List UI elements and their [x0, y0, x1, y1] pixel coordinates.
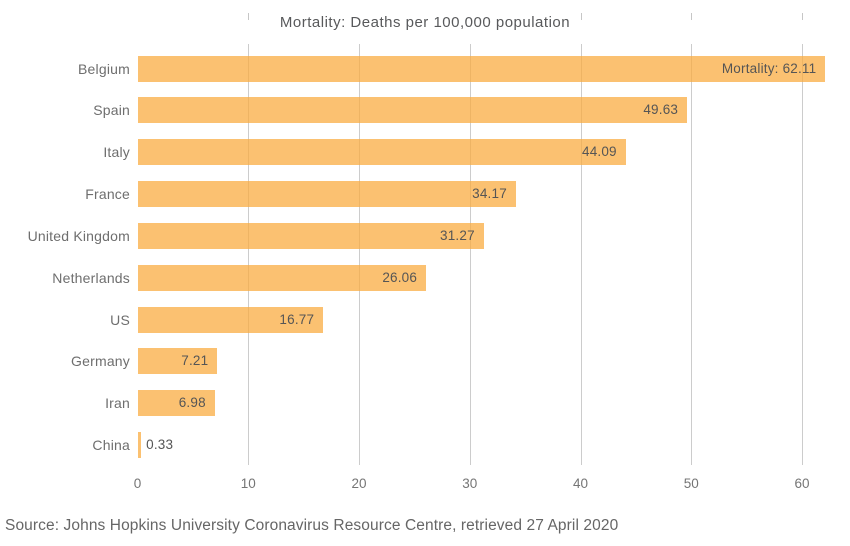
- x-axis-tick-label-40: 40: [572, 476, 589, 491]
- bar-row-italy: Italy 44.09: [0, 139, 850, 166]
- category-label-iran: Iran: [105, 395, 130, 412]
- bar-united-kingdom[interactable]: [137, 222, 484, 249]
- top-tick-50: [691, 13, 693, 20]
- x-axis-tick-label-10: 10: [240, 476, 256, 491]
- bar-row-spain: Spain 49.63: [0, 97, 850, 124]
- x-axis-tick-label-20: 20: [351, 476, 367, 491]
- value-label-netherlands: 26.06: [382, 269, 418, 285]
- x-axis-tick-label-30: 30: [462, 476, 478, 491]
- bar-iran[interactable]: [137, 390, 215, 417]
- category-label-italy: Italy: [103, 144, 130, 161]
- bar-row-france: France 34.17: [0, 181, 850, 208]
- category-label-us: US: [110, 311, 130, 328]
- bar-germany[interactable]: [137, 348, 218, 375]
- bar-spain[interactable]: [137, 97, 688, 124]
- value-label-spain: 49.63: [643, 102, 679, 118]
- x-axis-tick-label-50: 50: [683, 476, 699, 491]
- category-label-spain: Spain: [93, 102, 130, 119]
- value-label-iran: 6.98: [178, 395, 206, 411]
- chart-title: Mortality: Deaths per 100,000 population: [271, 12, 579, 33]
- bar-row-iran: Iran 6.98: [0, 390, 850, 417]
- value-label-italy: 44.09: [581, 144, 617, 160]
- value-label-united-kingdom: 31.27: [440, 227, 475, 243]
- bar-france[interactable]: [137, 181, 516, 208]
- top-tick-40: [580, 13, 582, 20]
- gridline-30: [469, 44, 471, 465]
- gridline-50: [691, 44, 693, 465]
- bar-row-belgium: Belgium Mortality: 62.11: [0, 55, 850, 82]
- bar-row-germany: Germany 7.21: [0, 348, 850, 375]
- bar-italy[interactable]: [137, 139, 626, 166]
- bar-row-united-kingdom: United Kingdom 31.27: [0, 222, 850, 249]
- category-label-netherlands: Netherlands: [52, 269, 130, 286]
- bar-row-china: China 0.33: [0, 432, 850, 459]
- category-label-france: France: [85, 186, 130, 203]
- bar-china[interactable]: [137, 432, 142, 459]
- category-label-germany: Germany: [71, 353, 130, 370]
- top-tick-10: [248, 13, 250, 20]
- value-label-belgium: Mortality: 62.11: [721, 60, 817, 76]
- bar-us[interactable]: [137, 306, 324, 333]
- gridline-40: [580, 44, 582, 465]
- gridline-20: [359, 44, 360, 465]
- gridline-10: [248, 44, 250, 465]
- bar-row-netherlands: Netherlands 26.06: [0, 264, 850, 291]
- category-label-belgium: Belgium: [78, 60, 130, 77]
- x-axis-tick-label-0: 0: [133, 476, 142, 491]
- top-tick-60: [802, 13, 803, 20]
- category-label-united-kingdom: United Kingdom: [27, 227, 130, 244]
- value-label-france: 34.17: [472, 186, 507, 202]
- source-note: Source: Johns Hopkins University Coronav…: [5, 517, 619, 534]
- value-label-us: 16.77: [279, 311, 315, 327]
- value-label-germany: 7.21: [181, 353, 209, 369]
- bar-netherlands[interactable]: [137, 264, 427, 291]
- gridline-60: [802, 44, 803, 465]
- category-label-china: China: [92, 437, 130, 454]
- value-label-china: 0.33: [146, 437, 174, 453]
- x-axis-tick-label-60: 60: [794, 476, 810, 491]
- bar-row-us: US 16.77: [0, 306, 850, 333]
- bar-belgium[interactable]: [137, 55, 826, 82]
